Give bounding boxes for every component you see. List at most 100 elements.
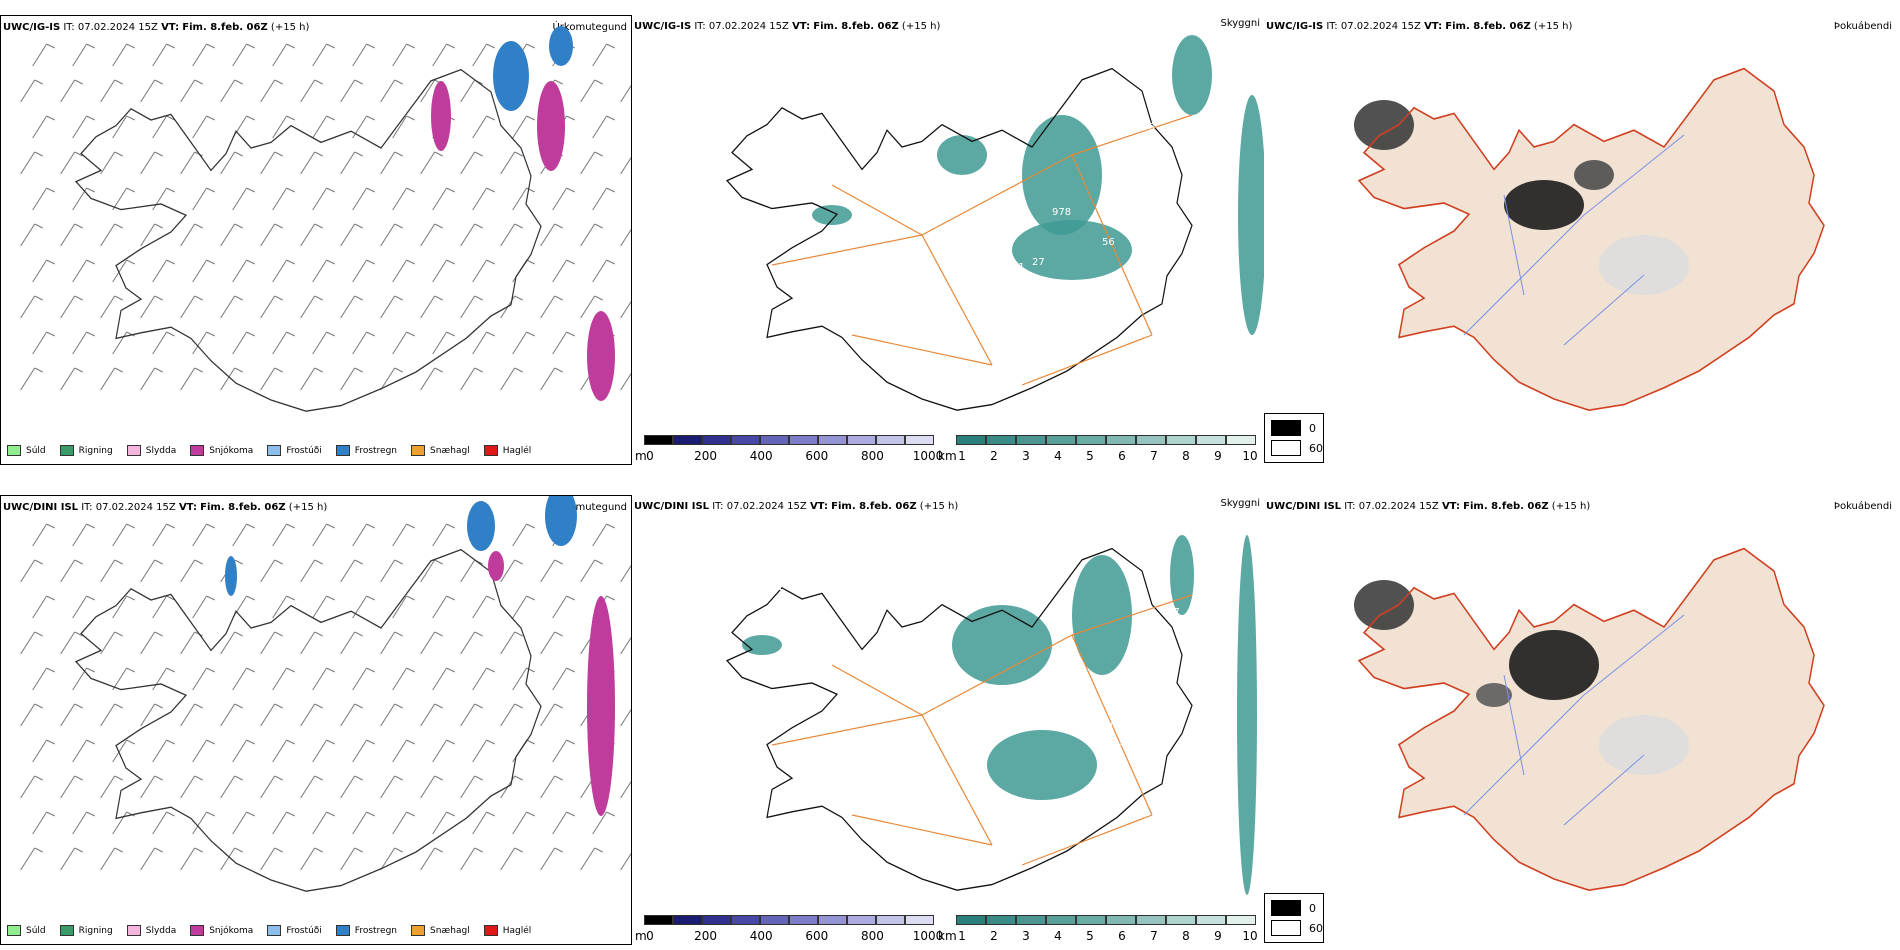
wind-barb — [112, 43, 128, 67]
wind-barb — [420, 631, 436, 655]
wind-barb-flag — [34, 703, 43, 709]
fog-panel-bottom: UWC/DINI ISL IT: 07.02.2024 15Z VT: Fim.… — [1264, 495, 1896, 945]
wind-barb — [180, 151, 196, 175]
wind-barb — [112, 811, 128, 835]
wind-barb — [32, 331, 48, 355]
wind-barb-flag — [206, 811, 215, 817]
wind-barb — [380, 295, 396, 319]
wind-barb-flag — [234, 223, 243, 229]
colorbar-segment — [673, 435, 702, 445]
fog-legend-label: 60 — [1309, 441, 1323, 455]
wind-barb-flag — [434, 223, 443, 229]
wind-barb-flag — [526, 739, 535, 745]
wind-barb-flag — [34, 367, 43, 373]
fog-dark-areas — [1354, 100, 1689, 295]
low-visibility-area — [937, 135, 987, 175]
colorbar-tick: 3 — [1022, 449, 1030, 463]
snowfall-areas — [431, 26, 615, 401]
colorbar-tick: 600 — [805, 929, 829, 943]
wind-barb — [152, 115, 168, 139]
wind-barb — [340, 847, 356, 871]
wind-barb-flag — [286, 259, 295, 265]
wind-barb — [100, 703, 116, 727]
wind-barb-flag — [446, 667, 455, 673]
legend-swatch — [59, 925, 74, 936]
wind-barb-flag — [246, 259, 255, 265]
wind-barb-flag — [194, 79, 203, 85]
colorbar-tick: 1000 — [912, 449, 944, 463]
wind-barb-flag — [234, 79, 243, 85]
wind-barb — [260, 847, 276, 871]
wind-barb — [232, 259, 248, 283]
wind-barb-flag — [246, 739, 255, 745]
wind-barb — [420, 703, 436, 727]
wind-barb — [380, 79, 396, 103]
road — [831, 664, 923, 716]
wind-barb — [500, 367, 516, 391]
colorbar-segment — [1196, 915, 1226, 925]
wind-barb-flag — [154, 631, 163, 637]
wind-barb-flag — [354, 703, 363, 709]
snowfall-area — [545, 496, 577, 546]
wind-barb — [460, 703, 476, 727]
fog-legend-label: 60 — [1309, 921, 1323, 935]
wind-barb-flag — [74, 223, 83, 229]
colorbar-tick: 1 — [958, 449, 966, 463]
snowfall-areas — [225, 496, 615, 816]
wind-barb — [32, 259, 48, 283]
wind-barb-flag — [74, 367, 83, 373]
snowfall-area — [537, 81, 565, 171]
wind-barb-flag — [326, 667, 335, 673]
wind-barb — [32, 595, 48, 619]
wind-barb — [620, 564, 631, 583]
wind-barb — [300, 295, 316, 319]
legend-label: Haglél — [502, 445, 532, 456]
wind-barb — [460, 847, 476, 871]
wind-barb — [20, 367, 36, 391]
wind-barb-flag — [514, 295, 523, 301]
wind-barb-flag — [606, 523, 615, 529]
wind-barb-flag — [274, 631, 283, 637]
wind-barb — [352, 523, 368, 547]
wind-barb — [340, 223, 356, 247]
legend-swatch — [190, 445, 205, 456]
legend-item: Slydda — [126, 445, 176, 456]
wind-barb-flag — [114, 367, 123, 373]
wind-barb-flag — [486, 187, 495, 193]
wind-barb-flag — [154, 703, 163, 709]
wind-barb-flag — [166, 259, 175, 265]
wind-barb-flag — [46, 187, 55, 193]
wind-barb-flag — [446, 43, 455, 49]
colorbar-tick: 0 — [646, 449, 654, 463]
wind-barb-flag — [46, 43, 55, 49]
wind-barb-flag — [366, 259, 375, 265]
ceiling-label: 56 — [1102, 237, 1115, 248]
wind-barb — [192, 187, 208, 211]
wind-barb — [32, 187, 48, 211]
wind-barb-flag — [86, 811, 95, 817]
colorbar-tick: 6 — [1118, 929, 1126, 943]
colorbar-unit: m — [635, 449, 647, 463]
wind-barb-flag — [526, 115, 535, 121]
wind-barb-flag — [606, 43, 615, 49]
ceiling-visibility-panel-bottom: UWC/DINI ISL IT: 07.02.2024 15Z VT: Fim.… — [632, 495, 1264, 945]
panel-header: UWC/IG-IS IT: 07.02.2024 15Z VT: Fim. 8.… — [3, 22, 310, 33]
wind-barb — [192, 331, 208, 355]
wind-barb — [260, 367, 276, 391]
colorbar-segment — [1016, 915, 1046, 925]
wind-barb-flag — [326, 259, 335, 265]
wind-barb-flag — [314, 79, 323, 85]
legend-swatch — [126, 925, 141, 936]
wind-barb — [32, 811, 48, 835]
wind-barb — [380, 703, 396, 727]
wind-barb-flag — [526, 187, 535, 193]
wind-barb-flag — [394, 151, 403, 157]
wind-barb-flag — [114, 151, 123, 157]
ceiling-label: 36 — [1142, 122, 1155, 133]
wind-barb-flag — [594, 151, 603, 157]
wind-barb — [500, 631, 516, 655]
wind-barb — [420, 79, 436, 103]
wind-barb — [272, 595, 288, 619]
colorbar-segment — [644, 915, 673, 925]
wind-barb-flag — [246, 331, 255, 337]
